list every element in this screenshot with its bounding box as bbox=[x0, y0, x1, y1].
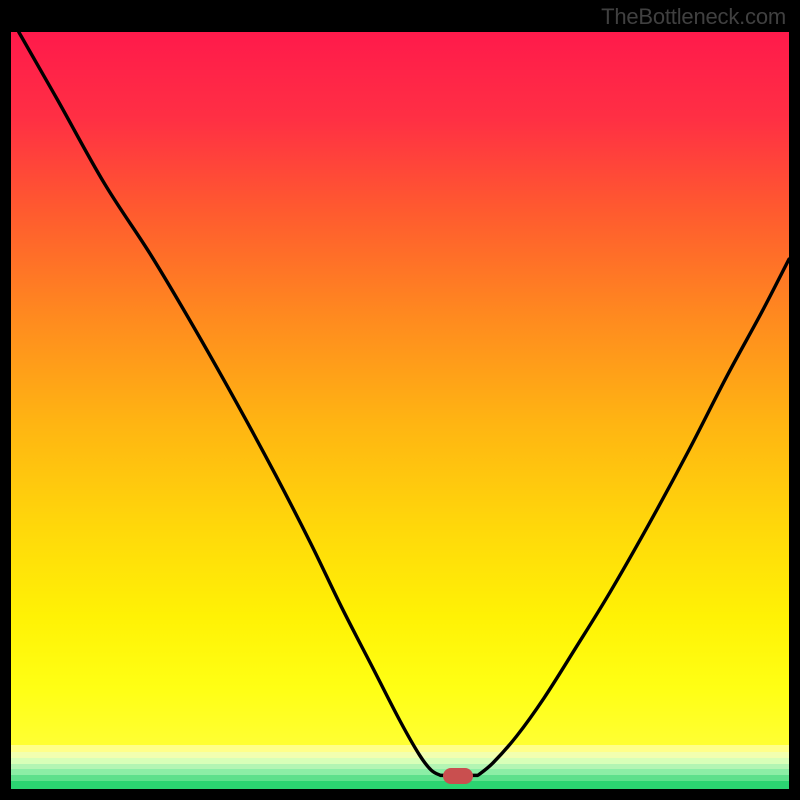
attribution-text: TheBottleneck.com bbox=[601, 4, 786, 30]
valley-marker bbox=[443, 768, 473, 784]
frame-right bbox=[789, 0, 800, 800]
plot-area bbox=[11, 32, 789, 789]
frame-left bbox=[0, 0, 11, 800]
curve-path bbox=[19, 32, 789, 775]
bottleneck-curve bbox=[11, 32, 789, 789]
frame-bottom bbox=[0, 789, 800, 800]
